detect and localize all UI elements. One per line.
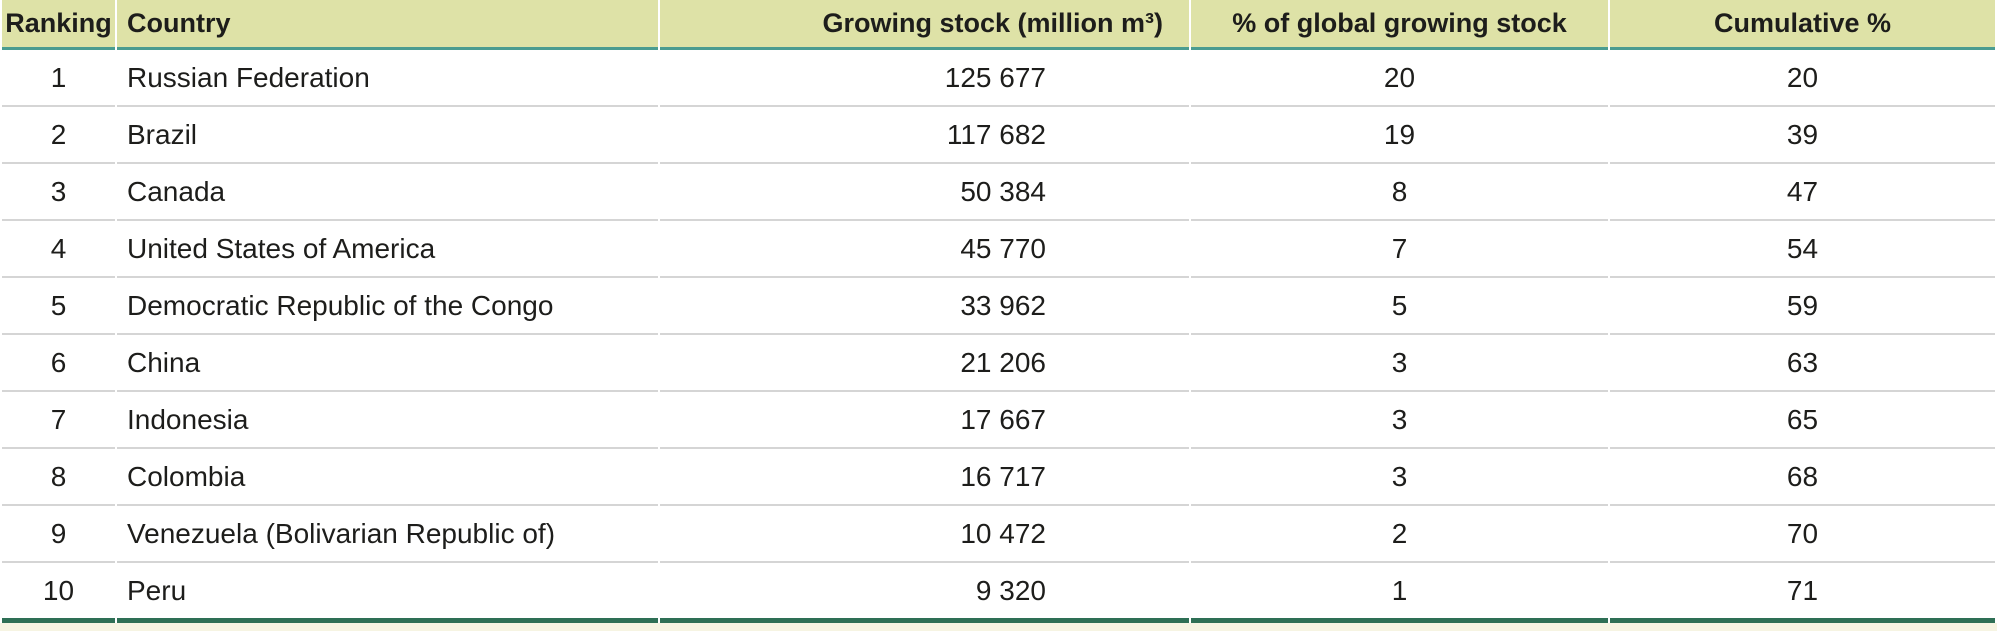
cell-pct: 3	[1191, 449, 1608, 506]
cell-ranking: 2	[2, 107, 115, 164]
col-header-pct-global: % of global growing stock	[1191, 0, 1608, 50]
cell-ranking: 4	[2, 221, 115, 278]
cell-cum: 20	[1610, 50, 1995, 107]
table-row: 10 Peru 9 320 1 71	[2, 563, 1995, 623]
cell-cum: 59	[1610, 278, 1995, 335]
cell-ranking: 3	[2, 164, 115, 221]
cell-cum: 39	[1610, 107, 1995, 164]
cell-pct: 5	[1191, 278, 1608, 335]
cell-growing: 21 206	[660, 335, 1189, 392]
cell-growing: 125 677	[660, 50, 1189, 107]
cell-country: Peru	[117, 563, 658, 623]
cell-pct: 19	[1191, 107, 1608, 164]
cell-country: Democratic Republic of the Congo	[117, 278, 658, 335]
cell-country: Venezuela (Bolivarian Republic of)	[117, 506, 658, 563]
cell-country: United States of America	[117, 221, 658, 278]
cell-country: Brazil	[117, 107, 658, 164]
col-header-cumulative-pct: Cumulative %	[1610, 0, 1995, 50]
cell-pct: 2	[1191, 506, 1608, 563]
table-row: 9 Venezuela (Bolivarian Republic of) 10 47…	[2, 506, 1995, 563]
cell-ranking: 10	[2, 563, 115, 623]
table-row: 1 Russian Federation 125 677 20 20	[2, 50, 1995, 107]
cell-ranking: 7	[2, 392, 115, 449]
cell-growing: 10 472	[660, 506, 1189, 563]
table-row: 2 Brazil 117 682 19 39	[2, 107, 1995, 164]
cell-pct: 1	[1191, 563, 1608, 623]
table-row: 7 Indonesia 17 667 3 65	[2, 392, 1995, 449]
cell-growing: 50 384	[660, 164, 1189, 221]
cell-growing: 16 717	[660, 449, 1189, 506]
col-header-growing-stock: Growing stock (million m³)	[660, 0, 1189, 50]
cell-country: Indonesia	[117, 392, 658, 449]
cell-growing: 33 962	[660, 278, 1189, 335]
table-row: 3 Canada 50 384 8 47	[2, 164, 1995, 221]
cell-cum: 47	[1610, 164, 1995, 221]
table-row: 8 Colombia 16 717 3 68	[2, 449, 1995, 506]
cell-growing: 17 667	[660, 392, 1189, 449]
cell-pct: 8	[1191, 164, 1608, 221]
cell-growing: 117 682	[660, 107, 1189, 164]
cell-pct: 20	[1191, 50, 1608, 107]
cell-growing: 9 320	[660, 563, 1189, 623]
cell-country: Russian Federation	[117, 50, 658, 107]
cell-ranking: 5	[2, 278, 115, 335]
cell-growing: 45 770	[660, 221, 1189, 278]
col-header-ranking: Ranking	[2, 0, 115, 50]
table-header-row: Ranking Country Growing stock (million m…	[2, 0, 1995, 50]
cell-ranking: 9	[2, 506, 115, 563]
table-row: 6 China 21 206 3 63	[2, 335, 1995, 392]
cell-cum: 54	[1610, 221, 1995, 278]
cell-country: Colombia	[117, 449, 658, 506]
cell-cum: 63	[1610, 335, 1995, 392]
cell-ranking: 8	[2, 449, 115, 506]
cell-ranking: 6	[2, 335, 115, 392]
table-body: 1 Russian Federation 125 677 20 20 2 Brazil 117…	[2, 50, 1995, 623]
cell-country: China	[117, 335, 658, 392]
cell-ranking: 1	[2, 50, 115, 107]
cell-pct: 7	[1191, 221, 1608, 278]
cell-cum: 71	[1610, 563, 1995, 623]
table-row: 5 Democratic Republic of the Congo 33 962 5…	[2, 278, 1995, 335]
cell-country: Canada	[117, 164, 658, 221]
table-row: 4 United States of America 45 770 7 54	[2, 221, 1995, 278]
cell-pct: 3	[1191, 335, 1608, 392]
cell-cum: 65	[1610, 392, 1995, 449]
cell-cum: 70	[1610, 506, 1995, 563]
cell-cum: 68	[1610, 449, 1995, 506]
cell-pct: 3	[1191, 392, 1608, 449]
col-header-country: Country	[117, 0, 658, 50]
